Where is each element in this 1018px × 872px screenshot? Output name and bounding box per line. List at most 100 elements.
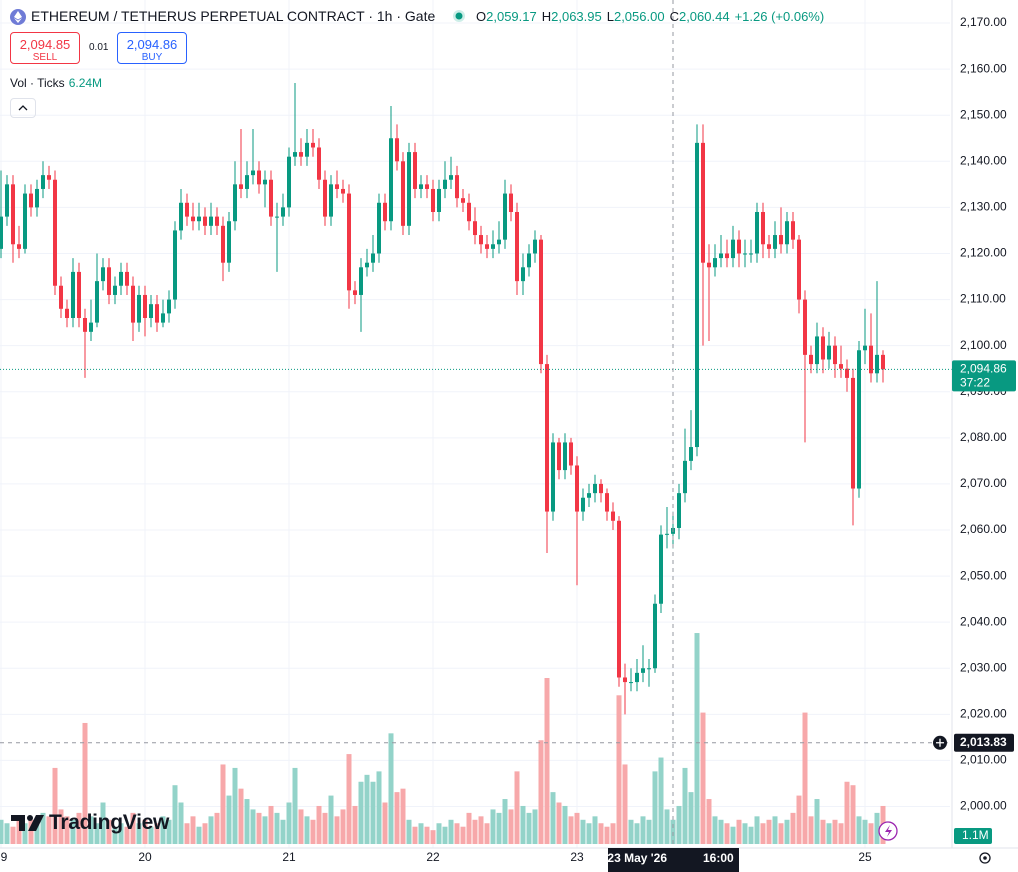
candle-body <box>623 677 627 683</box>
volume-bar <box>148 826 154 844</box>
volume-bar <box>190 816 196 844</box>
volume-bar <box>310 819 316 844</box>
chevron <box>18 105 28 111</box>
x-tick-label: 25 <box>858 850 872 864</box>
volume-bar <box>646 819 652 844</box>
y-tick-label: 2,100.00 <box>960 338 1007 352</box>
candle-body <box>653 603 657 669</box>
volume-bar <box>586 823 592 844</box>
sell-button[interactable]: 2,094.85 SELL <box>10 32 80 64</box>
volume-bar <box>784 819 790 844</box>
volume-bar <box>184 823 190 844</box>
candle-body <box>65 308 69 318</box>
volume-bar <box>232 767 238 844</box>
collapse-button[interactable] <box>10 98 36 118</box>
candle-body <box>581 497 585 512</box>
candle-body <box>599 483 603 494</box>
candle-body <box>329 184 333 217</box>
buy-button[interactable]: 2,094.86 BUY <box>117 32 187 64</box>
last-volume-label: 1.1M <box>962 828 989 842</box>
candle-body <box>575 465 579 512</box>
volume-bar <box>640 816 646 844</box>
candle-body <box>791 221 795 240</box>
candle-body <box>269 179 273 217</box>
y-tick-label: 2,140.00 <box>960 153 1007 167</box>
volume-bar <box>484 823 490 844</box>
volume-bar <box>376 771 382 844</box>
volume-bar <box>832 819 838 844</box>
volume-bar <box>40 812 46 844</box>
candle-body <box>449 175 453 180</box>
candle-body <box>665 533 669 535</box>
candle-body <box>185 202 189 217</box>
sell-price: 2,094.85 <box>19 37 71 52</box>
candle-body <box>215 216 219 226</box>
candle-body <box>23 193 27 249</box>
volume-bar <box>706 799 712 844</box>
candle-body <box>107 267 111 295</box>
candle-body <box>257 170 261 185</box>
volume-bar <box>358 781 364 844</box>
candle-body <box>425 184 429 189</box>
volume-bar <box>46 816 52 844</box>
candle-body <box>245 175 249 189</box>
volume-bar <box>28 819 34 844</box>
volume-bar <box>658 757 664 844</box>
price-axis <box>952 0 1018 848</box>
candle-body <box>5 184 9 217</box>
volume-value: 6.24M <box>68 76 103 90</box>
volume-bar <box>256 812 262 844</box>
volume-bar <box>502 799 508 844</box>
volume-bar <box>856 816 862 844</box>
volume-bar <box>628 819 634 844</box>
y-tick-label: 2,110.00 <box>960 292 1006 306</box>
volume-bar <box>610 823 616 844</box>
volume-bar <box>142 819 148 844</box>
candle-body <box>539 239 543 365</box>
brand-logo <box>11 815 44 831</box>
y-tick-label: 2,160.00 <box>960 61 1007 75</box>
volume-bar <box>334 816 340 844</box>
volume-bar <box>736 819 742 844</box>
volume-bar <box>406 819 412 844</box>
volume-bar <box>0 819 4 844</box>
candle-body <box>95 281 99 323</box>
candle-body <box>563 442 567 471</box>
candle-body <box>197 216 201 222</box>
candle-body <box>491 244 495 249</box>
volume-bar <box>304 816 310 844</box>
volume-bar <box>598 823 604 844</box>
candle-body <box>503 193 507 240</box>
settings-icon-core <box>983 856 987 860</box>
candle-body <box>641 668 645 673</box>
countdown: 37:22 <box>960 376 990 390</box>
candle-body <box>545 364 549 512</box>
volume-bar <box>634 823 640 844</box>
x-tick-label: 20 <box>138 850 152 864</box>
candle-body <box>863 345 867 351</box>
volume-bar <box>682 767 688 844</box>
volume-bar <box>622 764 628 844</box>
volume-bar <box>796 795 802 844</box>
candle-body <box>359 267 363 295</box>
candle-body <box>353 290 357 295</box>
ohlc-value: 2,063.95 <box>551 9 602 24</box>
volume-bar <box>208 816 214 844</box>
volume-bar <box>472 819 478 844</box>
volume-bar <box>94 823 100 844</box>
candle-body <box>239 184 243 189</box>
ohlc-key: L <box>606 9 614 24</box>
candle-body <box>509 193 513 212</box>
volume-bar <box>868 823 874 844</box>
candle-body <box>335 184 339 189</box>
volume-bar <box>694 633 700 844</box>
candle-body <box>149 304 153 318</box>
candle-body <box>851 377 855 489</box>
candle-body <box>647 668 651 670</box>
volume-bar <box>514 771 520 844</box>
candle-body <box>443 179 447 189</box>
candle-body <box>569 442 573 466</box>
candle-body <box>413 152 417 189</box>
candle-body <box>683 460 687 494</box>
